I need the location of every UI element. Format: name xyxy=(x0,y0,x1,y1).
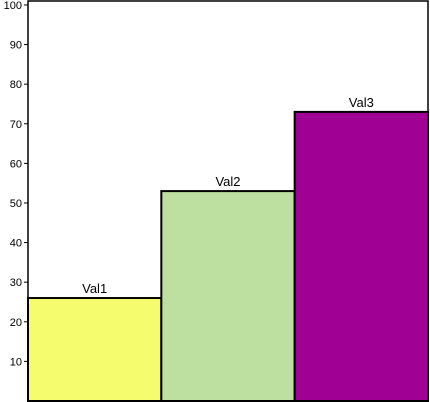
bars xyxy=(27,110,429,402)
bar-label-val2: Val2 xyxy=(215,174,240,189)
bar-val2 xyxy=(160,190,296,402)
y-tick-label: 20 xyxy=(10,317,22,329)
bar-val1 xyxy=(27,297,163,402)
y-tick-label: 80 xyxy=(10,79,22,91)
y-tick-label: 70 xyxy=(10,119,22,131)
y-tick-label: 60 xyxy=(10,158,22,170)
y-tick-label: 40 xyxy=(10,238,22,250)
y-tick-label: 90 xyxy=(10,40,22,52)
plot-frame xyxy=(27,0,429,402)
bar-val3 xyxy=(293,110,429,402)
y-tick-label: 10 xyxy=(10,356,22,368)
y-tick-label: 50 xyxy=(10,198,22,210)
bar-label-val1: Val1 xyxy=(82,281,107,296)
bar-labels: Val1 Val2 Val3 xyxy=(82,95,374,296)
bar-label-val3: Val3 xyxy=(349,95,374,110)
y-axis: 10 20 30 40 50 60 70 80 90 100 xyxy=(4,0,28,368)
y-tick-label: 100 xyxy=(4,0,22,12)
y-tick-label: 30 xyxy=(10,277,22,289)
